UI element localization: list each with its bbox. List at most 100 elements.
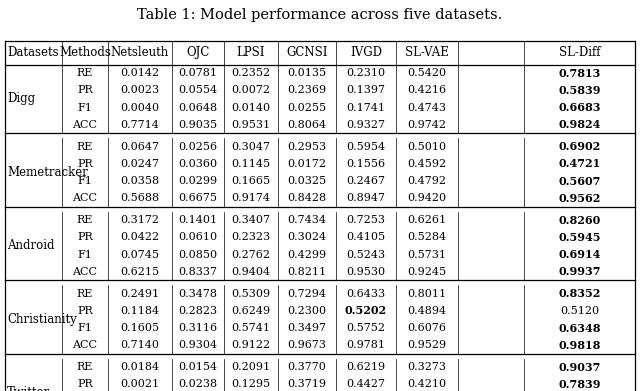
Text: 0.3024: 0.3024 — [287, 232, 326, 242]
Text: 0.5688: 0.5688 — [120, 193, 159, 203]
Text: 0.8011: 0.8011 — [408, 289, 447, 299]
Text: 0.2953: 0.2953 — [287, 142, 326, 152]
Text: Christianity: Christianity — [7, 313, 77, 326]
Text: 0.5741: 0.5741 — [232, 323, 271, 333]
Text: 0.0299: 0.0299 — [179, 176, 218, 186]
Text: RE: RE — [77, 142, 93, 152]
Text: 0.0554: 0.0554 — [179, 85, 218, 95]
Text: 0.3719: 0.3719 — [287, 379, 326, 389]
Text: 0.2310: 0.2310 — [346, 68, 385, 78]
Text: 0.4210: 0.4210 — [408, 379, 447, 389]
Text: 0.5309: 0.5309 — [232, 289, 271, 299]
Text: 0.1397: 0.1397 — [346, 85, 385, 95]
Text: PR: PR — [77, 85, 93, 95]
Text: 0.0040: 0.0040 — [120, 102, 159, 113]
Text: 0.8337: 0.8337 — [179, 267, 218, 277]
Text: 0.7140: 0.7140 — [120, 340, 159, 350]
Text: ACC: ACC — [72, 193, 97, 203]
Text: 0.7714: 0.7714 — [120, 120, 159, 130]
Text: 0.4792: 0.4792 — [408, 176, 447, 186]
Text: F1: F1 — [77, 102, 92, 113]
Text: 0.7813: 0.7813 — [559, 68, 601, 79]
Text: 0.9035: 0.9035 — [179, 120, 218, 130]
Text: 0.0135: 0.0135 — [287, 68, 326, 78]
Text: 0.9404: 0.9404 — [232, 267, 271, 277]
Text: 0.9818: 0.9818 — [559, 340, 601, 351]
Text: 0.7839: 0.7839 — [559, 379, 601, 390]
Text: 0.0256: 0.0256 — [179, 142, 218, 152]
Text: 0.4105: 0.4105 — [346, 232, 385, 242]
Text: Digg: Digg — [7, 92, 35, 106]
Text: 0.4743: 0.4743 — [408, 102, 447, 113]
Text: 0.2467: 0.2467 — [346, 176, 385, 186]
Text: 0.4299: 0.4299 — [287, 249, 326, 260]
Text: 0.8352: 0.8352 — [559, 288, 601, 299]
Text: 0.9781: 0.9781 — [346, 340, 385, 350]
Text: 0.0358: 0.0358 — [120, 176, 159, 186]
Text: 0.6261: 0.6261 — [408, 215, 447, 225]
Text: 0.9122: 0.9122 — [232, 340, 271, 350]
Text: 0.0184: 0.0184 — [120, 362, 159, 372]
Text: 0.2491: 0.2491 — [120, 289, 159, 299]
Text: 0.3273: 0.3273 — [408, 362, 447, 372]
Text: 0.0072: 0.0072 — [232, 85, 271, 95]
Text: ACC: ACC — [72, 267, 97, 277]
Text: PR: PR — [77, 159, 93, 169]
Text: 0.9530: 0.9530 — [346, 267, 385, 277]
Text: 0.6914: 0.6914 — [559, 249, 601, 260]
Text: 0.0021: 0.0021 — [120, 379, 159, 389]
Text: 0.2369: 0.2369 — [287, 85, 326, 95]
Text: F1: F1 — [77, 176, 92, 186]
Text: ACC: ACC — [72, 120, 97, 130]
Text: 0.0238: 0.0238 — [179, 379, 218, 389]
Text: 0.3478: 0.3478 — [179, 289, 218, 299]
Text: 0.1145: 0.1145 — [232, 159, 271, 169]
Text: 0.1556: 0.1556 — [346, 159, 385, 169]
Text: 0.7294: 0.7294 — [287, 289, 326, 299]
Text: 0.1665: 0.1665 — [232, 176, 271, 186]
Text: RE: RE — [77, 68, 93, 78]
Text: 0.6675: 0.6675 — [179, 193, 218, 203]
Text: 0.0172: 0.0172 — [287, 159, 326, 169]
Text: 0.6683: 0.6683 — [559, 102, 601, 113]
Text: 0.8064: 0.8064 — [287, 120, 326, 130]
Text: 0.1295: 0.1295 — [232, 379, 271, 389]
Text: 0.0610: 0.0610 — [179, 232, 218, 242]
Text: 0.2300: 0.2300 — [287, 306, 326, 316]
Text: RE: RE — [77, 362, 93, 372]
Text: 0.3047: 0.3047 — [232, 142, 271, 152]
Text: 0.9245: 0.9245 — [408, 267, 447, 277]
Text: 0.9937: 0.9937 — [559, 266, 601, 277]
Text: 0.9174: 0.9174 — [232, 193, 271, 203]
Text: 0.0422: 0.0422 — [120, 232, 159, 242]
Text: 0.6215: 0.6215 — [120, 267, 159, 277]
Text: 0.2762: 0.2762 — [232, 249, 271, 260]
Text: 0.1605: 0.1605 — [120, 323, 159, 333]
Text: 0.5420: 0.5420 — [408, 68, 447, 78]
Text: 0.5954: 0.5954 — [346, 142, 385, 152]
Text: 0.9531: 0.9531 — [232, 120, 271, 130]
Text: 0.3497: 0.3497 — [287, 323, 326, 333]
Text: 0.0745: 0.0745 — [120, 249, 159, 260]
Text: 0.0781: 0.0781 — [179, 68, 218, 78]
Text: 0.6902: 0.6902 — [559, 141, 601, 152]
Text: 0.5284: 0.5284 — [408, 232, 447, 242]
Text: RE: RE — [77, 215, 93, 225]
Text: PR: PR — [77, 379, 93, 389]
Text: PR: PR — [77, 232, 93, 242]
Text: 0.2323: 0.2323 — [232, 232, 271, 242]
Text: 0.1401: 0.1401 — [179, 215, 218, 225]
Text: 0.9529: 0.9529 — [408, 340, 447, 350]
Text: 0.5120: 0.5120 — [561, 306, 600, 316]
Text: 0.2823: 0.2823 — [179, 306, 218, 316]
Text: 0.4894: 0.4894 — [408, 306, 447, 316]
Text: 0.8260: 0.8260 — [559, 215, 601, 226]
Text: 0.5839: 0.5839 — [559, 85, 601, 96]
Text: 0.4427: 0.4427 — [346, 379, 385, 389]
Text: 0.0142: 0.0142 — [120, 68, 159, 78]
Text: 0.0360: 0.0360 — [179, 159, 218, 169]
Text: Table 1: Model performance across five datasets.: Table 1: Model performance across five d… — [138, 8, 502, 22]
Text: RE: RE — [77, 289, 93, 299]
Text: OJC: OJC — [186, 46, 210, 59]
Text: 0.9673: 0.9673 — [287, 340, 326, 350]
